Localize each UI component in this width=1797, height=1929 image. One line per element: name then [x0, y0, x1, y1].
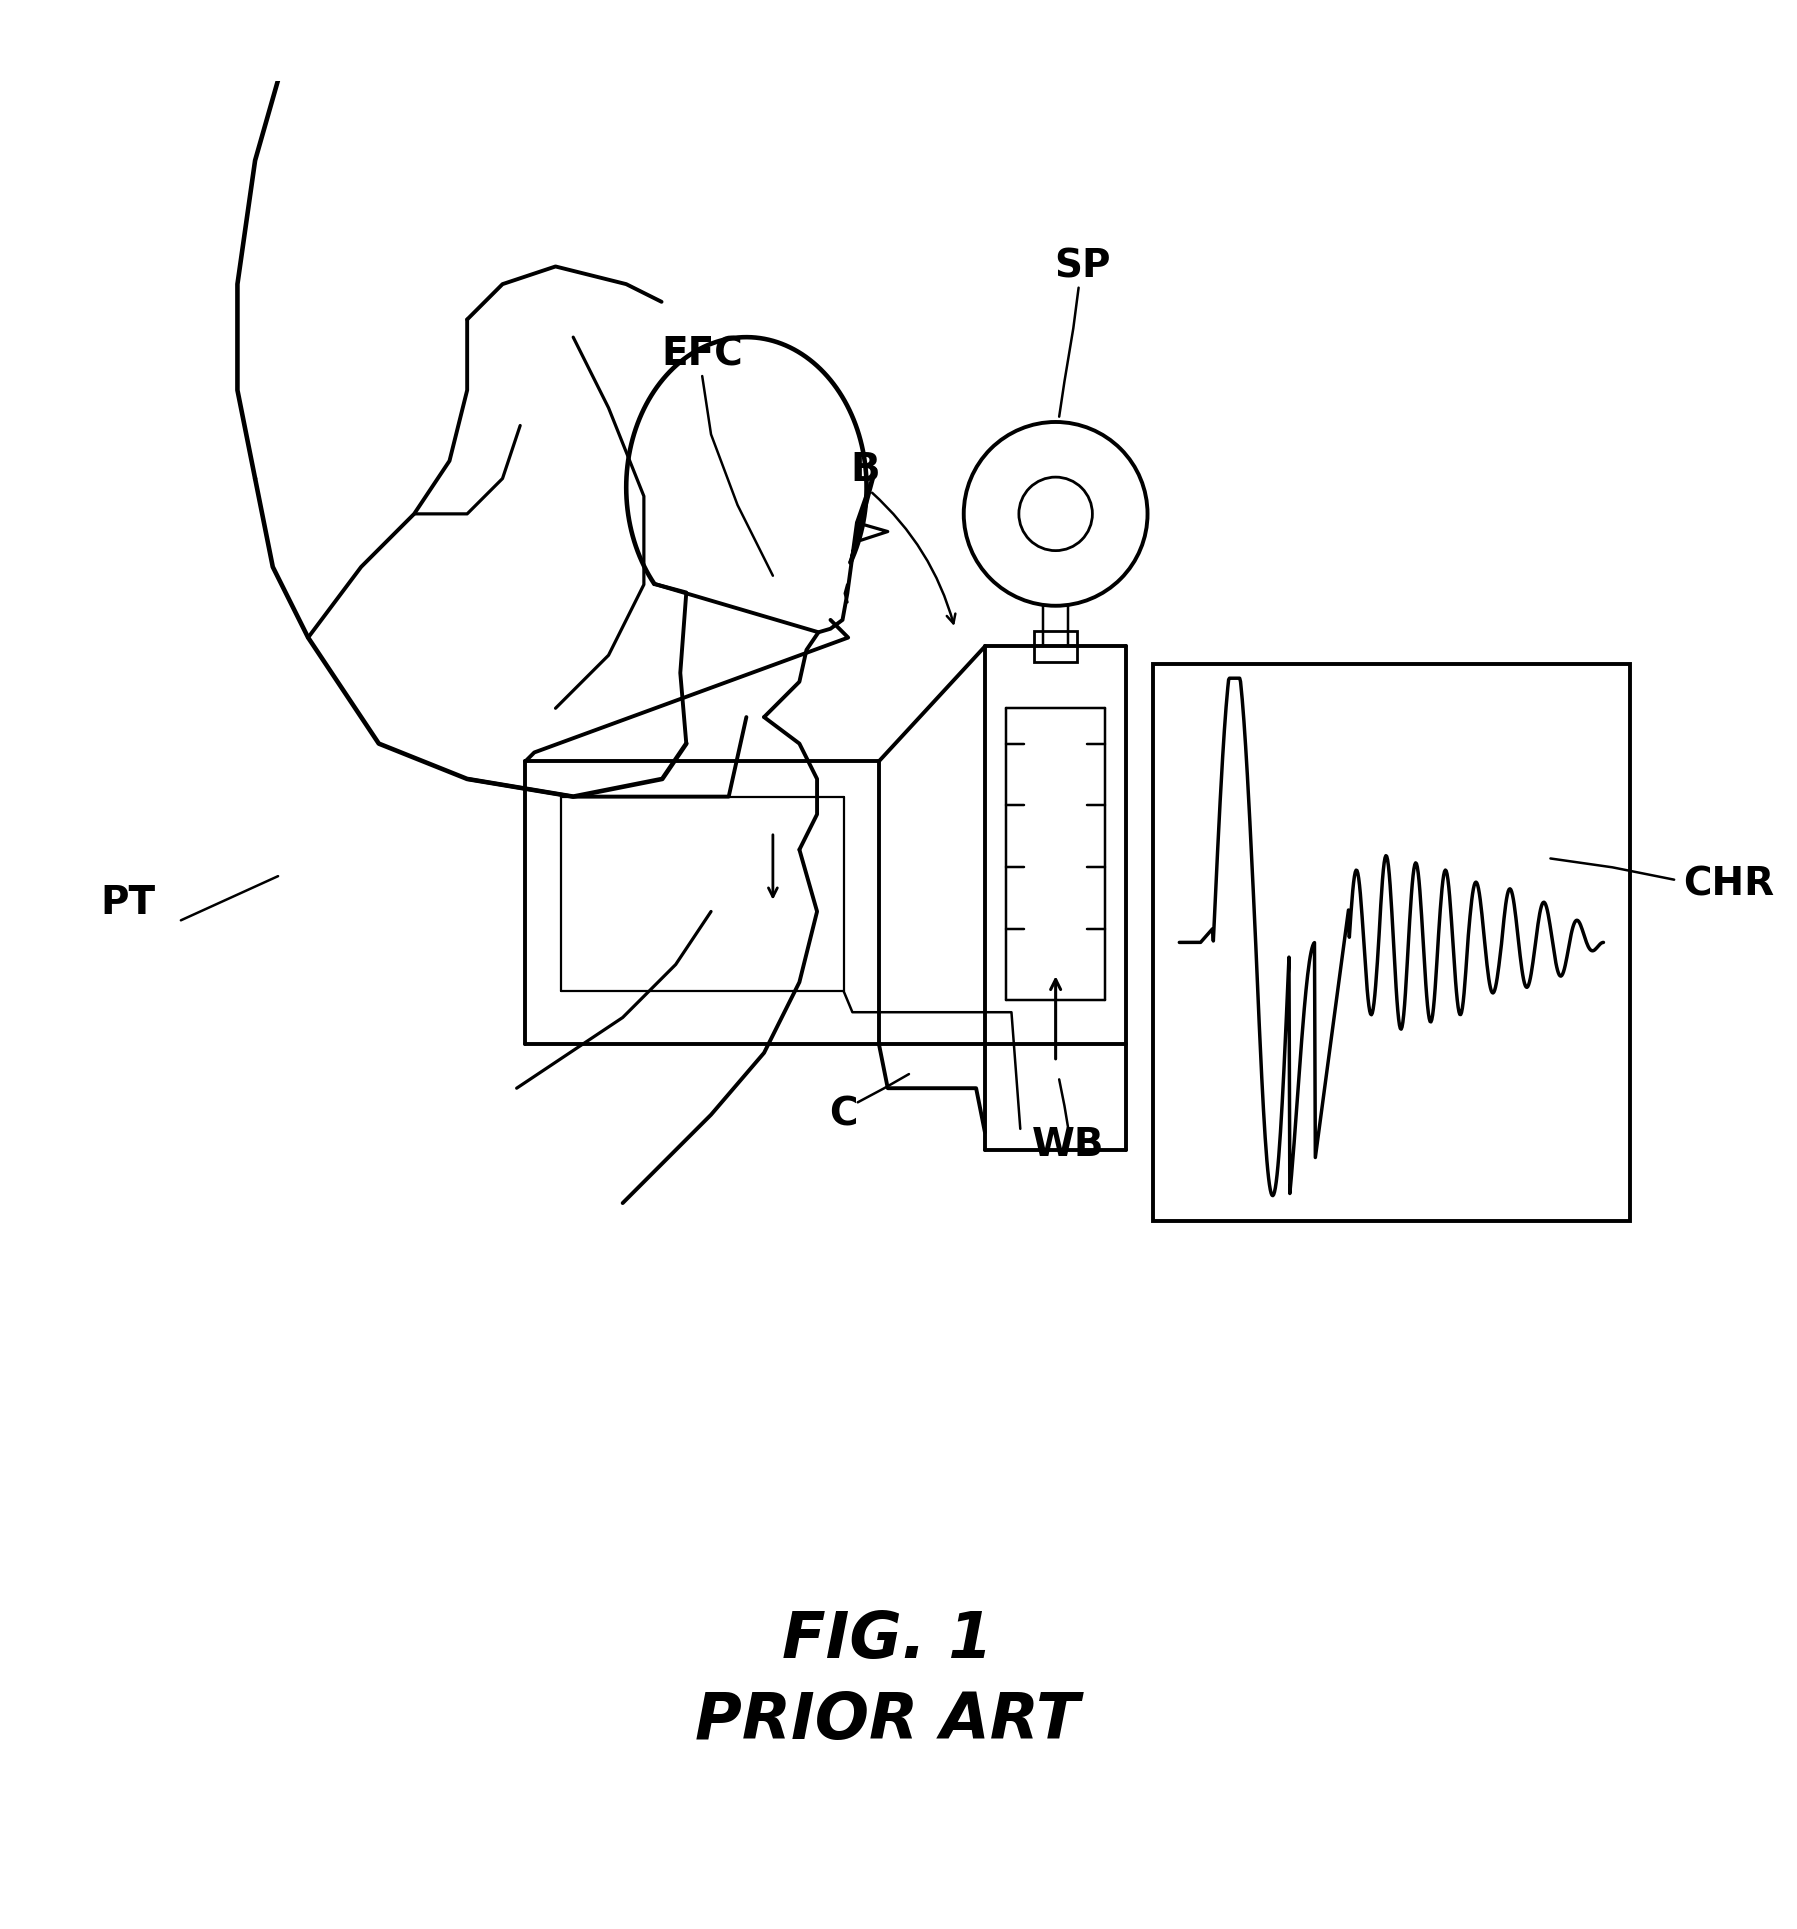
- Text: WB: WB: [1031, 1127, 1103, 1163]
- Text: EFC: EFC: [661, 336, 744, 374]
- Text: C: C: [830, 1096, 857, 1134]
- Text: B: B: [850, 451, 879, 488]
- Text: FIG. 1: FIG. 1: [782, 1609, 994, 1671]
- Bar: [1035, 631, 1076, 662]
- Text: CHR: CHR: [1684, 866, 1774, 905]
- Bar: [1154, 664, 1630, 1221]
- Text: SP: SP: [1053, 247, 1111, 285]
- Text: PRIOR ART: PRIOR ART: [695, 1690, 1080, 1752]
- Text: PT: PT: [101, 883, 155, 922]
